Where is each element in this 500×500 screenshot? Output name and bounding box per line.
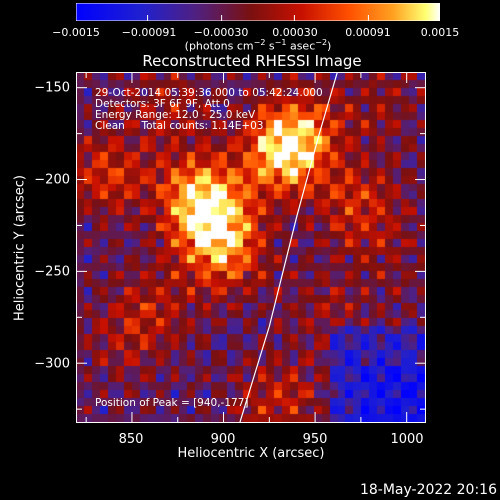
heatmap-plot: 29-Oct-2014 05:39:36.000 to 05:42:24.000… bbox=[76, 72, 426, 423]
plot-title: Reconstructed RHESSI Image bbox=[142, 52, 362, 70]
timestamp: 18-May-2022 20:16 bbox=[359, 482, 497, 498]
plot-overlay bbox=[77, 73, 425, 422]
units-sup: −2 bbox=[253, 38, 266, 47]
units-text: asec bbox=[286, 39, 316, 53]
y-tick-label: −150 bbox=[34, 80, 70, 96]
x-tick-label: 950 bbox=[302, 432, 328, 447]
annotation-time-range: 29-Oct-2014 05:39:36.000 to 05:42:24.000 bbox=[95, 87, 323, 99]
x-axis-label: Heliocentric X (arcsec) bbox=[177, 446, 325, 461]
units-sup: −2 bbox=[315, 38, 328, 47]
colorbar-tick-label: −0.0015 bbox=[52, 26, 100, 39]
x-tick-label: 1000 bbox=[390, 432, 424, 447]
annotation-peak-position: Position of Peak = [940,-177] bbox=[95, 397, 249, 409]
annotation-energy-range: Energy Range: 12.0 - 25.0 keV bbox=[95, 109, 256, 121]
annotation-method: Clean Total counts: 1.14E+03 bbox=[95, 120, 264, 132]
colorbar-units-label: (photons cm−2 s−1 asec−2) bbox=[185, 38, 332, 53]
units-text: ) bbox=[327, 39, 332, 53]
colorbar-tick-label: 0.00030 bbox=[272, 26, 318, 39]
y-axis-label: Heliocentric Y (arcsec) bbox=[12, 175, 28, 321]
units-sup: −1 bbox=[274, 38, 287, 47]
colorbar-tick-label: 0.0015 bbox=[420, 26, 460, 39]
colorbar-tick-label: −0.00030 bbox=[193, 26, 249, 39]
y-tick-label: −250 bbox=[34, 264, 70, 280]
colorbar-tick-label: −0.00091 bbox=[121, 26, 177, 39]
solar-limb-line bbox=[239, 73, 338, 422]
colorbar bbox=[76, 3, 440, 21]
units-text: s bbox=[265, 39, 275, 53]
units-text: (photons cm bbox=[184, 39, 254, 53]
x-tick-label: 900 bbox=[210, 432, 236, 447]
y-tick-label: −300 bbox=[34, 356, 70, 372]
heatmap-canvas bbox=[77, 73, 425, 422]
colorbar-gradient bbox=[76, 3, 440, 21]
colorbar-tick-label: 0.00091 bbox=[345, 26, 391, 39]
x-tick-label: 850 bbox=[118, 432, 144, 447]
y-tick-label: −200 bbox=[34, 172, 70, 188]
annotation-detectors: Detectors: 3F 6F 9F, Att 0 bbox=[95, 98, 230, 110]
